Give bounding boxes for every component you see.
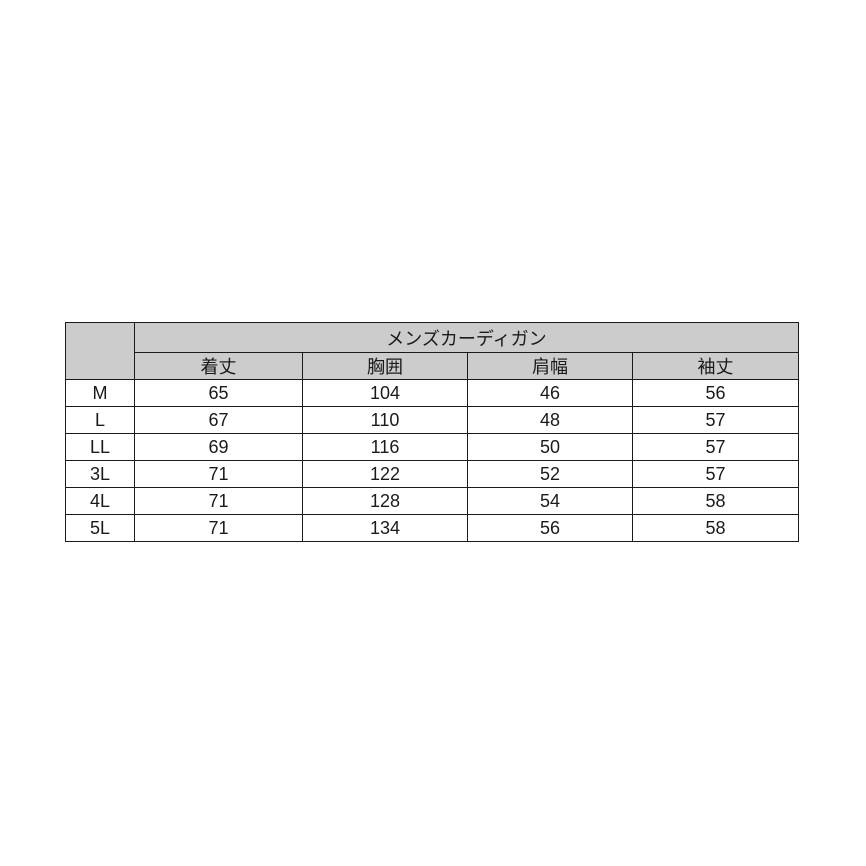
col-header-sleeve: 袖丈 (632, 352, 799, 380)
size-value-cell: 104 (302, 379, 468, 407)
col-header-shoulder: 肩幅 (467, 352, 633, 380)
row-size-label: 4L (65, 487, 135, 515)
size-value-cell: 57 (632, 460, 799, 488)
size-value-cell: 57 (632, 433, 799, 461)
size-value-cell: 54 (467, 487, 633, 515)
row-size-label: M (65, 379, 135, 407)
row-size-label: LL (65, 433, 135, 461)
size-value-cell: 58 (632, 514, 799, 542)
row-size-label: 5L (65, 514, 135, 542)
size-value-cell: 52 (467, 460, 633, 488)
table-row: LL 69 116 50 57 (65, 433, 799, 461)
size-value-cell: 71 (134, 514, 303, 542)
size-value-cell: 67 (134, 406, 303, 434)
size-value-cell: 69 (134, 433, 303, 461)
size-value-cell: 50 (467, 433, 633, 461)
size-value-cell: 58 (632, 487, 799, 515)
size-chart-table: メンズカーディガン 着丈 胸囲 肩幅 袖丈 M 65 104 46 56 L 6… (65, 322, 799, 542)
table-row: 3L 71 122 52 57 (65, 460, 799, 488)
size-value-cell: 122 (302, 460, 468, 488)
size-value-cell: 46 (467, 379, 633, 407)
table-row: M 65 104 46 56 (65, 379, 799, 407)
size-value-cell: 48 (467, 406, 633, 434)
table-row: 4L 71 128 54 58 (65, 487, 799, 515)
col-header-length: 着丈 (134, 352, 303, 380)
size-value-cell: 65 (134, 379, 303, 407)
size-value-cell: 57 (632, 406, 799, 434)
size-value-cell: 71 (134, 487, 303, 515)
table-title: メンズカーディガン (134, 322, 799, 353)
size-value-cell: 56 (467, 514, 633, 542)
row-size-label: 3L (65, 460, 135, 488)
row-size-label: L (65, 406, 135, 434)
size-value-cell: 56 (632, 379, 799, 407)
corner-cell (65, 322, 135, 380)
size-value-cell: 128 (302, 487, 468, 515)
col-header-chest: 胸囲 (302, 352, 468, 380)
table-row: 5L 71 134 56 58 (65, 514, 799, 542)
size-value-cell: 134 (302, 514, 468, 542)
size-value-cell: 110 (302, 406, 468, 434)
table-row: L 67 110 48 57 (65, 406, 799, 434)
size-value-cell: 71 (134, 460, 303, 488)
size-value-cell: 116 (302, 433, 468, 461)
